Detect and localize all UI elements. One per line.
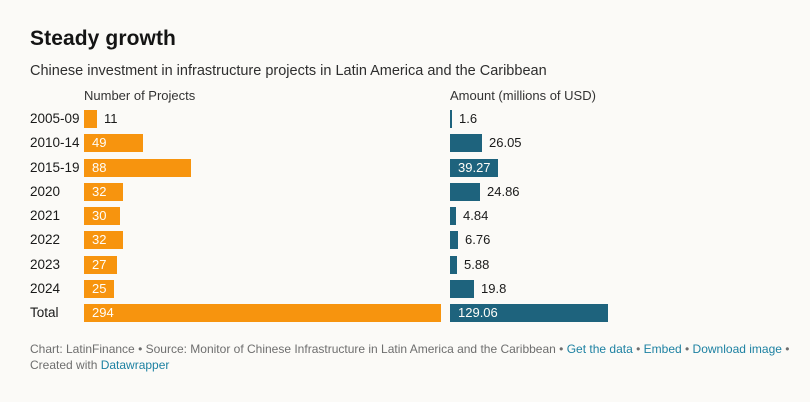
- get-the-data-link[interactable]: Get the data: [566, 342, 633, 356]
- chart-row: 2005-09 11 1.6: [0, 107, 810, 131]
- projects-bar-cell: 32: [84, 180, 446, 204]
- amount-bar-cell: 6.76: [450, 228, 790, 252]
- amount-bar[interactable]: [450, 304, 608, 322]
- amount-bar-cell: 19.8: [450, 277, 790, 301]
- amount-bar-cell: 39.27: [450, 156, 790, 180]
- projects-bar-value-label: 27: [92, 256, 107, 272]
- projects-bar-value-label: 32: [92, 232, 107, 248]
- amount-bar-value-label: 19.8: [481, 280, 507, 296]
- projects-bar[interactable]: [84, 110, 97, 128]
- projects-bar-value-label: 32: [92, 183, 107, 199]
- amount-bar-value-label: 4.84: [463, 208, 489, 223]
- projects-bar-value-label: 88: [92, 159, 107, 175]
- amount-bar-value-label: 1.6: [459, 111, 478, 126]
- chart-subtitle: Chinese investment in infrastructure pro…: [30, 63, 547, 79]
- projects-bar-value-label: 30: [92, 208, 107, 223]
- projects-bar-cell: 88: [84, 156, 446, 180]
- amount-bar-cell: 5.88: [450, 253, 790, 277]
- category-label: 2015-19: [30, 159, 80, 175]
- projects-bar[interactable]: [84, 304, 441, 322]
- category-label: 2005-09: [30, 111, 80, 126]
- projects-bar[interactable]: [84, 255, 117, 274]
- projects-bar-cell: 294: [84, 301, 446, 325]
- projects-bar-cell: 25: [84, 277, 446, 301]
- amount-bar-cell: 129.06: [450, 301, 790, 325]
- amount-bar-value-label: 26.05: [489, 135, 522, 151]
- amount-bar-value-label: 24.86: [487, 183, 520, 199]
- amount-bar[interactable]: [450, 134, 482, 153]
- projects-bar[interactable]: [84, 207, 120, 225]
- category-label: 2010-14: [30, 135, 80, 151]
- projects-bar[interactable]: [84, 231, 123, 250]
- amount-bar[interactable]: [450, 255, 457, 274]
- amount-bar[interactable]: [450, 207, 456, 225]
- chart-row: 2022 32 6.76: [0, 228, 810, 252]
- amount-bar-cell: 24.86: [450, 180, 790, 204]
- amount-bar-value-label: 39.27: [458, 159, 491, 175]
- footer-text: Chart: LatinFinance: [30, 342, 135, 356]
- category-label: 2020: [30, 183, 61, 199]
- projects-bar-value-label: 49: [92, 135, 107, 151]
- footer-text: •: [134, 342, 146, 356]
- category-label: Total: [30, 305, 59, 320]
- amount-bar-value-label: 5.88: [464, 256, 490, 272]
- amount-bar-cell: 4.84: [450, 204, 790, 228]
- projects-bar[interactable]: [84, 279, 114, 298]
- projects-bar[interactable]: [84, 158, 191, 177]
- projects-bar-cell: 27: [84, 253, 446, 277]
- chart-row: 2024 25 19.8: [0, 277, 810, 301]
- projects-bar-cell: 11: [84, 107, 446, 131]
- projects-bar[interactable]: [84, 134, 143, 153]
- footer-text: •: [555, 342, 567, 356]
- column-header-amount: Amount (millions of USD): [450, 88, 596, 103]
- footer-text: •: [681, 342, 693, 356]
- category-label: 2021: [30, 208, 61, 223]
- projects-bar-cell: 30: [84, 204, 446, 228]
- amount-bar[interactable]: [450, 279, 474, 298]
- chart-title: Steady growth: [30, 27, 176, 50]
- amount-bar-cell: 26.05: [450, 131, 790, 155]
- projects-bar-value-label: 11: [104, 111, 118, 126]
- chart-row: 2010-14 49 26.05: [0, 131, 810, 155]
- footer: Chart: LatinFinance • Source: Monitor of…: [30, 341, 792, 373]
- category-label: 2023: [30, 256, 61, 272]
- chart-row: 2015-19 88 39.27: [0, 156, 810, 180]
- footer-text: Created with: [30, 358, 101, 372]
- embed-link[interactable]: Embed: [643, 342, 682, 356]
- chart-row: 2021 30 4.84: [0, 204, 810, 228]
- amount-bar-cell: 1.6: [450, 107, 790, 131]
- chart-row: 2020 32 24.86: [0, 180, 810, 204]
- datawrapper-link[interactable]: Datawrapper: [100, 358, 170, 372]
- amount-bar[interactable]: [450, 110, 452, 128]
- category-label: 2022: [30, 232, 61, 248]
- amount-bar-value-label: 129.06: [458, 305, 498, 320]
- projects-bar-value-label: 25: [92, 280, 107, 296]
- download-image-link[interactable]: Download image: [692, 342, 782, 356]
- chart-row: Total 294 129.06: [0, 301, 810, 325]
- projects-bar[interactable]: [84, 182, 123, 201]
- footer-text: •: [781, 342, 790, 356]
- footer-text: Source: Monitor of Chinese Infrastructur…: [145, 342, 556, 356]
- footer-text: •: [632, 342, 644, 356]
- chart-row: 2023 27 5.88: [0, 253, 810, 277]
- amount-bar[interactable]: [450, 231, 458, 250]
- column-header-projects: Number of Projects: [84, 88, 196, 103]
- category-label: 2024: [30, 280, 61, 296]
- projects-bar-cell: 32: [84, 228, 446, 252]
- projects-bar-cell: 49: [84, 131, 446, 155]
- amount-bar[interactable]: [450, 158, 498, 177]
- amount-bar[interactable]: [450, 182, 480, 201]
- projects-bar-value-label: 294: [92, 305, 114, 320]
- amount-bar-value-label: 6.76: [465, 232, 491, 248]
